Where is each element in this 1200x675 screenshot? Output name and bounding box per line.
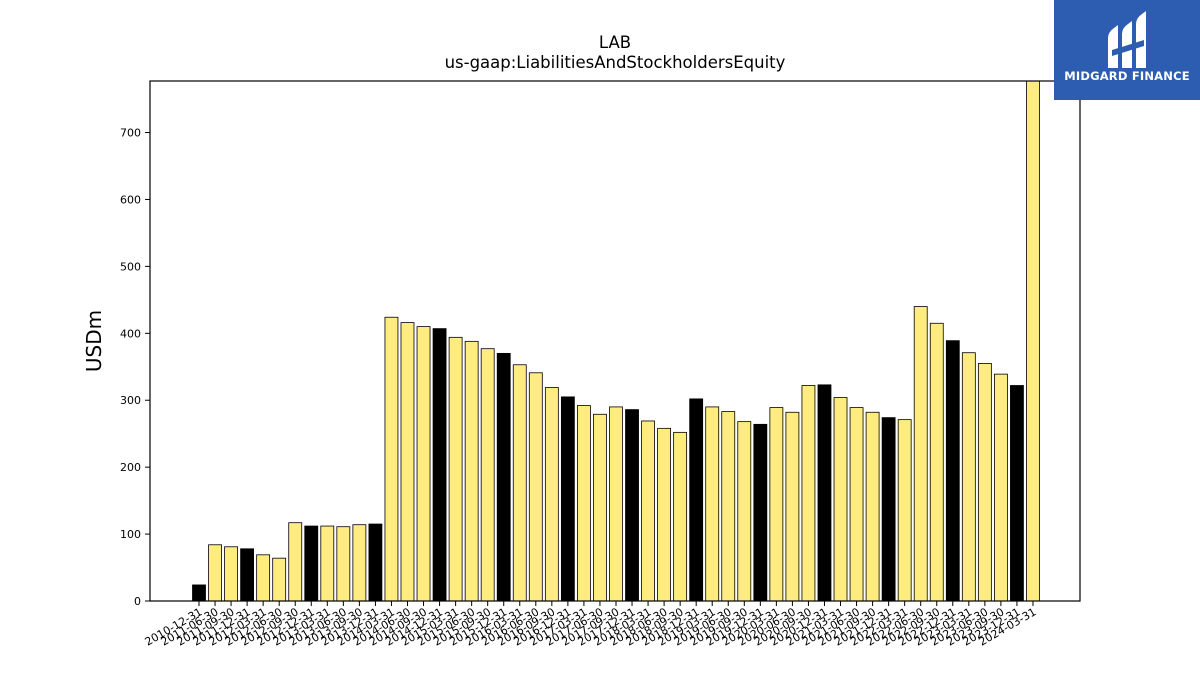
- bar-2021-12-31: [881, 417, 896, 602]
- bar-2024-03-31: [1026, 80, 1040, 602]
- bar-2011-06-30: [208, 544, 222, 602]
- bar-2021-06-30: [849, 407, 864, 602]
- chart-subtitle: us-gaap:LiabilitiesAndStockholdersEquity: [445, 53, 786, 72]
- bar-2022-03-31: [897, 419, 912, 602]
- bar-2022-12-31: [945, 340, 960, 602]
- bar-2015-06-30: [464, 340, 479, 602]
- bar-2014-06-30: [400, 322, 415, 602]
- y-tick-label: 0: [134, 595, 141, 608]
- bar-2020-06-30: [785, 411, 800, 602]
- bar-2022-09-30: [929, 322, 944, 602]
- bar-2019-03-31: [705, 406, 720, 602]
- y-tick-label: 500: [120, 260, 141, 273]
- bar-2022-06-30: [913, 306, 928, 602]
- y-tick-label: 300: [120, 394, 141, 407]
- bar-2016-12-31: [560, 396, 575, 602]
- bar-2023-09-30: [994, 373, 1008, 602]
- y-tick-label: 200: [120, 461, 141, 474]
- x-axis: 2010-12-312011-06-302011-09-302011-12-31…: [143, 601, 1038, 649]
- y-axis-label: USDm: [82, 310, 106, 372]
- bar-2016-03-31: [512, 364, 527, 602]
- bar-2011-12-31: [240, 548, 255, 602]
- y-tick-label: 700: [120, 127, 141, 140]
- bar-2018-09-30: [673, 431, 688, 602]
- bar-2011-09-30: [224, 546, 238, 602]
- y-tick-label: 600: [120, 193, 141, 206]
- bar-2021-09-30: [865, 411, 880, 602]
- chart-title: LAB: [599, 33, 631, 52]
- bar-2023-12-31: [1010, 385, 1024, 602]
- bar-2012-09-30: [288, 522, 303, 602]
- plot-frame: [149, 80, 1081, 602]
- bar-2017-12-31: [625, 409, 639, 602]
- bar-2019-09-30: [737, 421, 752, 602]
- bar-2012-06-30: [272, 557, 287, 602]
- bar-2017-09-30: [609, 406, 623, 602]
- bar-2019-12-31: [753, 423, 768, 602]
- bar-series: [192, 80, 1040, 602]
- bar-2018-12-31: [689, 398, 704, 602]
- bar-2014-12-31: [432, 328, 447, 602]
- bar-2023-03-31: [961, 352, 976, 602]
- logo-mark-icon: [1108, 11, 1146, 68]
- bar-2020-03-31: [769, 407, 784, 602]
- y-axis: 0 100 200 300 400 500 600 700: [120, 127, 150, 608]
- bar-2020-12-31: [817, 384, 832, 602]
- bar-2013-03-31: [320, 525, 335, 602]
- bar-2012-03-31: [256, 554, 271, 602]
- y-tick-label: 100: [120, 528, 141, 541]
- bar-2021-03-31: [833, 397, 848, 602]
- bar-2015-12-31: [496, 352, 511, 602]
- bar-2015-09-30: [480, 348, 495, 602]
- bar-2013-12-31: [368, 523, 383, 602]
- bar-2016-09-30: [544, 387, 559, 602]
- logo-text: MIDGARD FINANCE: [1064, 69, 1190, 83]
- midgard-finance-logo: MIDGARD FINANCE: [1054, 0, 1200, 100]
- bar-2010-12-31: [192, 584, 206, 602]
- y-tick-label: 400: [120, 327, 141, 340]
- bar-2016-06-30: [528, 372, 543, 602]
- bar-2013-06-30: [336, 526, 351, 602]
- bar-2015-03-31: [448, 336, 463, 602]
- bar-2014-09-30: [416, 326, 431, 602]
- bar-2017-03-31: [577, 405, 591, 602]
- bar-2012-12-31: [304, 525, 319, 602]
- bar-2013-09-30: [352, 524, 367, 602]
- bar-2020-09-30: [801, 385, 816, 602]
- bar-2018-03-31: [641, 420, 655, 602]
- bar-2018-06-30: [657, 427, 671, 602]
- bar-2019-06-30: [721, 411, 736, 602]
- bar-2023-06-30: [977, 363, 992, 602]
- bar-2014-03-31: [384, 316, 399, 602]
- bar-2017-06-30: [593, 413, 607, 602]
